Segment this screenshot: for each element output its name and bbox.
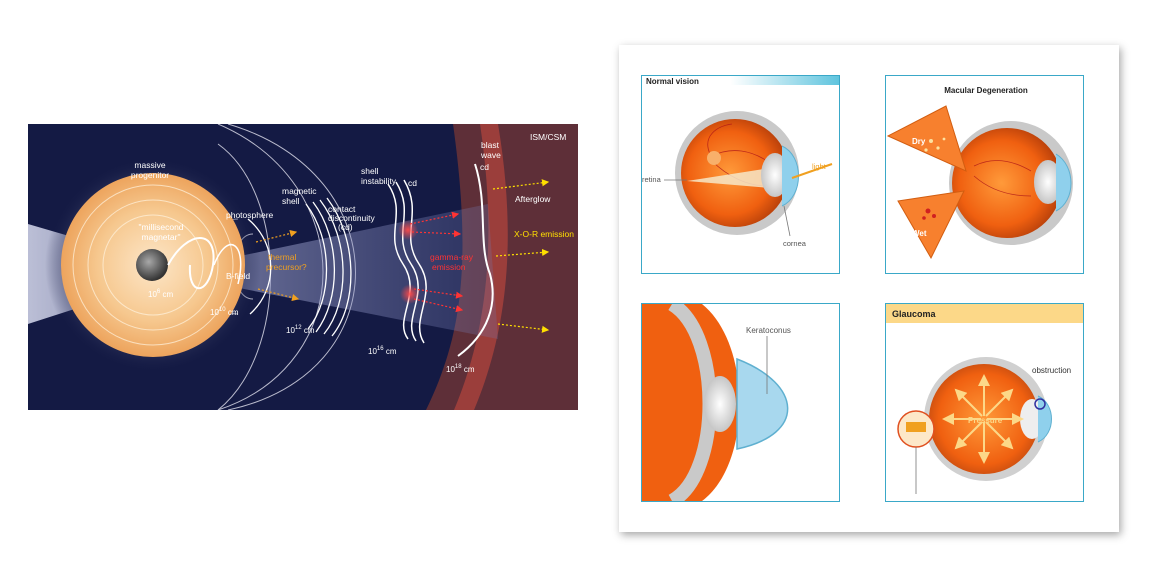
- label-progenitor: progenitor: [131, 170, 169, 180]
- glaucoma-title: Glaucoma: [892, 309, 937, 319]
- dry-spots: [924, 137, 946, 152]
- label-shell: shell: [282, 196, 300, 206]
- optic-disc: [707, 151, 721, 165]
- keratoconus-eye-interior: [642, 304, 740, 501]
- label-b-field: B-field: [226, 271, 250, 281]
- scale-1e6: 106 cm: [148, 289, 173, 299]
- keratoconus-cornea: [736, 357, 789, 450]
- magnetar-spiral-outer: [213, 243, 242, 285]
- glaucoma-illustration: Glaucoma Pressure obstruction: [886, 304, 1083, 494]
- label-precursor: precursor?: [266, 262, 307, 272]
- gamma-glow-lower: [400, 284, 420, 304]
- afterglow-arrows: [492, 179, 550, 333]
- label-cd-2: cd: [480, 162, 489, 172]
- normal-vision-title: Normal vision: [646, 77, 699, 86]
- card-glaucoma: Glaucoma Pressure obstruction: [885, 303, 1084, 502]
- label-xor-emission: X-O-R emission: [514, 229, 574, 239]
- label-retina: retina: [642, 175, 662, 184]
- label-discontinuity: discontinuity: [328, 213, 376, 223]
- magnetar-diagram-svg: massive progenitor "millisecond magnetar…: [28, 123, 578, 411]
- card-keratoconus: Keratoconus: [641, 303, 840, 502]
- blast-wave-front: [457, 163, 494, 357]
- normal-vision-header: [642, 76, 839, 85]
- magnetar-diagram: massive progenitor "millisecond magnetar…: [28, 123, 578, 411]
- thermal-arrows: [255, 229, 300, 302]
- keratoconus-title: Keratoconus: [746, 326, 791, 335]
- scale-1e18: 1018 cm: [446, 364, 475, 374]
- wet-wedge: [897, 190, 965, 260]
- diagram-labels: massive progenitor "millisecond magnetar…: [131, 132, 567, 281]
- label-pressure: Pressure: [968, 416, 1003, 425]
- gamma-ray-arrows: [409, 211, 464, 313]
- label-magnetar: magnetar": [142, 232, 181, 242]
- label-thermal: thermal: [268, 252, 296, 262]
- label-wet: Wet: [912, 229, 927, 238]
- magnetar-core: [136, 249, 168, 281]
- label-magnetic: magnetic: [282, 186, 317, 196]
- scale-labels: 106 cm 1010 cm 1012 cm 1016 cm 1018 cm: [148, 289, 475, 374]
- wet-spots: [922, 208, 936, 220]
- label-shell-word: shell: [361, 166, 379, 176]
- label-blast: blast: [481, 140, 500, 150]
- label-cd-paren: (cd): [338, 222, 353, 232]
- card-macular-degeneration: Macular Degeneration Dry Wet: [885, 75, 1084, 274]
- light-arrow: [791, 163, 833, 179]
- scale-1e16: 1016 cm: [368, 346, 397, 356]
- keratoconus-lens: [704, 376, 736, 432]
- label-cd: cd: [408, 178, 417, 188]
- label-obstruction: obstruction: [1032, 366, 1071, 375]
- label-light: light: [812, 162, 827, 171]
- label-millisecond: "millisecond: [138, 222, 183, 232]
- dry-wedge: [886, 105, 967, 172]
- optic-nerve-damage: [906, 422, 926, 432]
- scale-1e10: 1010 cm: [210, 307, 239, 317]
- jet-cone: [28, 204, 498, 339]
- shell-arcs: [247, 197, 352, 337]
- macular-vessels: [973, 160, 1032, 197]
- label-wave: wave: [480, 150, 501, 160]
- macular-eye-retina: [952, 128, 1062, 238]
- blast-wave-band: [454, 124, 508, 410]
- gamma-glow-upper: [398, 220, 418, 240]
- progenitor-rings: [72, 184, 234, 346]
- magnetar-spiral: [167, 237, 215, 290]
- pressure-arrows: [942, 374, 1024, 464]
- macular-degeneration-title: Macular Degeneration: [944, 86, 1028, 95]
- card-normal-vision: Normal vision light retina cornea: [641, 75, 840, 274]
- normal-vision-illustration: Normal vision light retina cornea: [642, 76, 839, 248]
- obstruction-marker: [1034, 398, 1046, 410]
- eye-conditions-panel: Normal vision light retina cornea: [619, 45, 1119, 532]
- label-afterglow: Afterglow: [515, 194, 551, 204]
- label-cornea: cornea: [783, 239, 807, 248]
- macular-cornea: [1055, 153, 1072, 212]
- instability-shells: [387, 179, 427, 344]
- label-massive: massive: [134, 160, 165, 170]
- label-contact: contact: [328, 204, 356, 214]
- label-emission: emission: [432, 262, 466, 272]
- label-dry: Dry: [912, 137, 926, 146]
- scale-1e12: 1012 cm: [286, 325, 315, 335]
- label-instability: instability: [361, 176, 397, 186]
- macular-lens: [1034, 160, 1062, 204]
- label-gamma-ray: gamma-ray: [430, 252, 474, 262]
- cornea-pointer: [783, 205, 791, 237]
- light-beam: [687, 168, 770, 188]
- macular-degeneration-illustration: Macular Degeneration Dry Wet: [886, 86, 1073, 260]
- label-ism-csm: ISM/CSM: [530, 132, 566, 142]
- glaucoma-header: [886, 304, 1083, 323]
- keratoconus-illustration: Keratoconus: [642, 304, 791, 501]
- label-photosphere: photosphere: [226, 210, 274, 220]
